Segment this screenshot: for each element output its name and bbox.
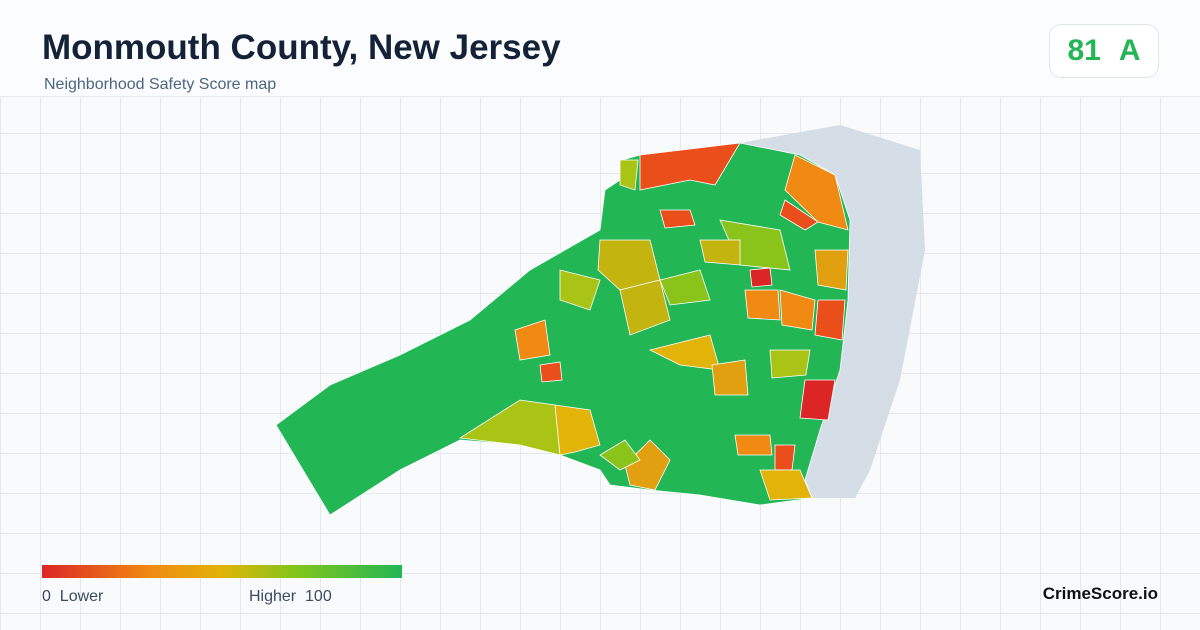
area bbox=[559, 269, 601, 311]
subtitle: Neighborhood Safety Score map bbox=[44, 76, 277, 93]
area bbox=[514, 319, 551, 361]
area bbox=[619, 159, 639, 191]
legend-high: Higher 100 bbox=[249, 588, 332, 606]
area bbox=[779, 289, 816, 331]
area bbox=[619, 279, 671, 336]
area bbox=[769, 349, 811, 379]
area bbox=[779, 199, 819, 231]
area bbox=[699, 239, 741, 266]
score-grade: A bbox=[1118, 34, 1141, 67]
area bbox=[759, 469, 813, 501]
legend-max: 100 bbox=[305, 588, 332, 605]
legend-low: 0 Lower bbox=[42, 588, 103, 606]
score-badge: 81 A bbox=[1049, 24, 1159, 78]
area bbox=[784, 154, 849, 231]
legend-min-label: Lower bbox=[59, 588, 104, 605]
legend-max-label: Higher bbox=[249, 588, 297, 605]
area bbox=[659, 269, 711, 306]
area bbox=[814, 299, 846, 341]
area bbox=[711, 359, 749, 396]
ocean bbox=[740, 125, 925, 498]
county-base bbox=[275, 142, 851, 516]
area bbox=[539, 361, 563, 383]
area bbox=[749, 267, 773, 288]
legend-gradient bbox=[42, 565, 402, 578]
area bbox=[659, 209, 696, 229]
area bbox=[774, 444, 796, 471]
brand: CrimeScore.io bbox=[1042, 584, 1158, 603]
area bbox=[734, 434, 773, 456]
legend-min: 0 bbox=[42, 588, 51, 605]
score-value: 81 bbox=[1067, 34, 1101, 67]
area bbox=[744, 289, 781, 321]
area bbox=[799, 379, 836, 421]
title: Monmouth County, New Jersey bbox=[42, 28, 561, 67]
area bbox=[554, 404, 601, 456]
area bbox=[814, 249, 849, 291]
header: Monmouth County, New Jersey Neighborhood… bbox=[0, 0, 1200, 97]
area bbox=[639, 142, 741, 191]
county bbox=[275, 142, 851, 516]
area bbox=[599, 439, 641, 471]
